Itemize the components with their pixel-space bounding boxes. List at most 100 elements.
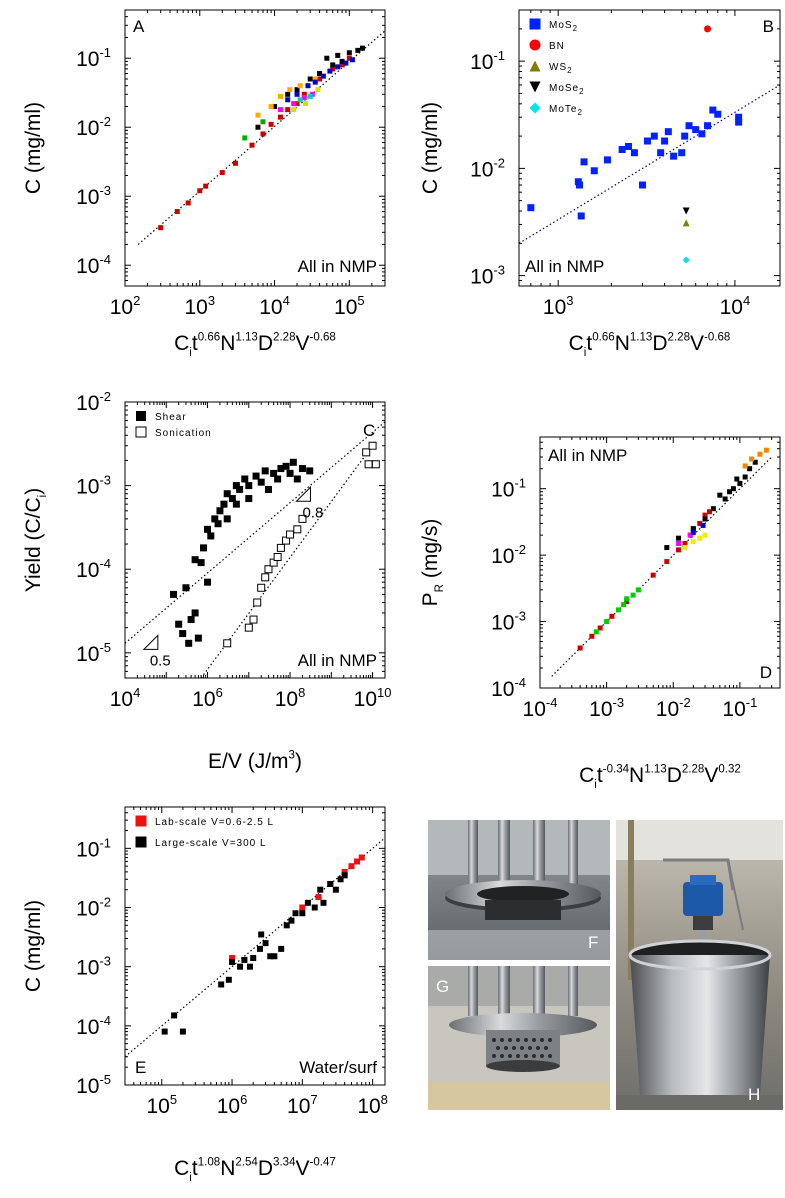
- legend-label: MoSe2: [549, 83, 585, 96]
- data-point: [277, 114, 283, 120]
- data-point: [330, 66, 336, 72]
- y-tick-label: 10-2: [470, 155, 505, 181]
- plot-frame: [539, 436, 781, 689]
- plot-area: [519, 25, 780, 264]
- data-point: [576, 181, 584, 189]
- data-point: [589, 633, 595, 639]
- data-point: [282, 462, 290, 470]
- data-point: [158, 225, 164, 231]
- x-tick-label: 104: [259, 293, 290, 319]
- data-point: [203, 183, 209, 189]
- data-point: [697, 535, 703, 541]
- data-point: [283, 922, 290, 929]
- legend-marker: [529, 102, 541, 114]
- legend-label: Shear: [155, 412, 187, 423]
- data-point: [330, 62, 336, 68]
- data-point: [687, 532, 693, 538]
- data-point: [704, 122, 712, 130]
- data-point: [219, 170, 225, 176]
- data-point: [747, 466, 753, 472]
- y-axis-label: C (mg/ml): [22, 102, 45, 194]
- data-point: [271, 953, 278, 960]
- y-tick-label: 10-2: [76, 114, 111, 140]
- data-point: [179, 630, 187, 638]
- series-2: [664, 459, 758, 551]
- data-point: [289, 458, 297, 466]
- legend-label: Large-scale V=300 L: [155, 838, 267, 849]
- data-point: [698, 130, 706, 138]
- data-point: [702, 532, 708, 538]
- x-tick-label: 10-3: [589, 695, 624, 721]
- data-point: [291, 107, 297, 113]
- data-point: [371, 460, 380, 469]
- x-tick-label: 108: [357, 1092, 388, 1118]
- data-point: [244, 623, 253, 632]
- x-tick-label: 106: [192, 685, 223, 711]
- data-point: [223, 515, 231, 523]
- annotation: All in NMP: [298, 651, 377, 670]
- data-point: [260, 119, 266, 125]
- data-point: [702, 516, 708, 522]
- series-4: [682, 532, 708, 551]
- data-point: [341, 872, 348, 879]
- x-axis-label: Cit-0.34N1.13D2.28V0.32: [579, 764, 741, 791]
- data-point: [257, 478, 265, 486]
- data-point: [335, 52, 341, 58]
- x-tick-label: 107: [287, 1092, 318, 1118]
- fit-line: [125, 837, 385, 1058]
- fit-line: [551, 456, 773, 677]
- data-point: [218, 981, 225, 988]
- series-large-scale: [161, 872, 348, 1035]
- data-point: [249, 615, 258, 624]
- data-point: [241, 475, 249, 483]
- data-point: [297, 97, 303, 103]
- series-mote2: [682, 256, 690, 264]
- y-tick-label: 10-1: [470, 48, 505, 74]
- photo-h: H: [616, 820, 783, 1110]
- data-point: [276, 543, 285, 552]
- data-point: [603, 156, 611, 164]
- data-point: [245, 482, 253, 490]
- data-point: [294, 87, 300, 93]
- data-point: [229, 955, 236, 962]
- data-point: [742, 463, 748, 469]
- series-bn: [704, 25, 712, 33]
- data-point: [161, 1028, 168, 1035]
- data-point: [362, 448, 371, 457]
- data-point: [346, 50, 352, 56]
- data-point: [285, 91, 291, 97]
- legend-label: WS2: [549, 62, 573, 75]
- data-point: [197, 559, 205, 567]
- data-point: [624, 599, 630, 605]
- data-point: [298, 465, 306, 473]
- x-tick-label: 10-4: [523, 695, 558, 721]
- data-point: [257, 583, 266, 592]
- data-point: [249, 142, 255, 148]
- data-point: [676, 547, 682, 553]
- data-point: [278, 945, 285, 952]
- data-point: [301, 91, 307, 97]
- data-point: [277, 93, 283, 99]
- data-point: [327, 880, 334, 887]
- data-point: [245, 495, 253, 503]
- data-point: [294, 101, 300, 107]
- data-point: [252, 472, 260, 480]
- data-point: [707, 509, 713, 515]
- data-point: [349, 57, 355, 63]
- plot-area: [551, 447, 773, 677]
- data-point: [355, 47, 361, 53]
- data-point: [187, 616, 195, 624]
- legend-marker: [529, 81, 541, 93]
- legend-marker: [529, 18, 541, 30]
- data-point: [246, 963, 253, 970]
- series-4: [285, 57, 355, 103]
- slope-triangle: [142, 634, 159, 650]
- data-point: [229, 958, 236, 965]
- y-axis-label: PR (mg/s): [419, 519, 446, 607]
- data-point: [268, 103, 274, 109]
- series-lab-scale: [229, 854, 365, 962]
- data-point: [590, 167, 598, 175]
- series-7: [291, 87, 321, 113]
- data-point: [737, 480, 743, 486]
- data-point: [678, 149, 686, 157]
